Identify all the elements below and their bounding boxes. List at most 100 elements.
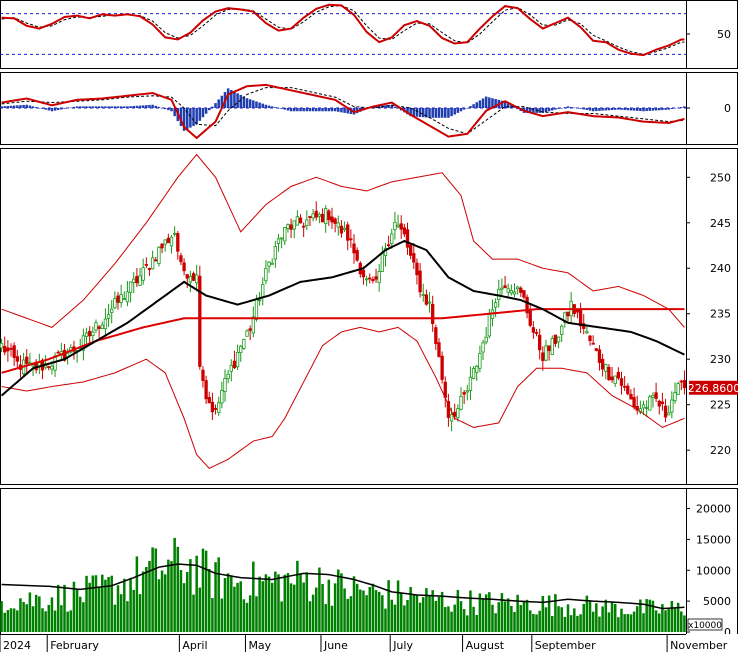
volume-bar: [657, 613, 661, 632]
macd-histogram-bar: [154, 105, 158, 108]
volume-bar: [56, 584, 60, 632]
volume-bar: [355, 583, 359, 632]
macd-histogram-bar: [560, 108, 563, 109]
month-label: November: [670, 639, 728, 652]
volume-bar: [384, 608, 387, 632]
macd-histogram-bar: [217, 99, 220, 108]
candle-up: [264, 267, 268, 282]
macd-histogram-bar: [201, 108, 205, 118]
candle-up: [676, 383, 680, 395]
candle-down: [431, 303, 435, 325]
macd-histogram-bar: [311, 108, 315, 112]
candle-down: [355, 250, 359, 261]
macd-histogram-bar: [566, 106, 570, 108]
candle-down: [232, 360, 237, 369]
candle-up: [311, 213, 315, 219]
candle-down: [434, 327, 438, 345]
macd-histogram-bar: [387, 105, 390, 108]
macd-histogram-bar: [604, 108, 608, 111]
volume-bar: [648, 599, 652, 632]
macd-histogram-bar: [431, 108, 434, 118]
volume-bar: [296, 560, 299, 632]
candle-down: [632, 397, 636, 408]
candle-down: [308, 216, 312, 218]
macd-histogram-bar: [85, 106, 88, 108]
macd-histogram-bar: [406, 108, 409, 115]
macd-signal-line: [1, 87, 685, 135]
macd-histogram-bar: [629, 108, 633, 111]
macd-histogram-bar: [598, 108, 601, 111]
moving-average-short: [0, 239, 685, 397]
macd-histogram-bar: [343, 108, 346, 113]
volume-bar: [223, 578, 227, 632]
volume-bar: [236, 582, 239, 632]
volume-bar: [198, 587, 202, 632]
candle-down: [462, 392, 466, 395]
volume-bar: [440, 591, 444, 632]
candle-down: [619, 378, 624, 386]
candle-down: [629, 393, 633, 400]
macd-histogram-bar: [544, 108, 548, 113]
volume-bar: [299, 573, 302, 632]
candle-up: [279, 237, 284, 240]
candle-down: [610, 376, 614, 381]
volume-bar: [82, 602, 85, 632]
macd-tick-label: 0: [724, 102, 731, 115]
candle-down: [176, 233, 180, 252]
candle-down: [553, 334, 558, 344]
macd-histogram-bar: [610, 108, 614, 111]
volume-bar: [226, 573, 230, 632]
macd-histogram-bar: [132, 105, 135, 108]
candle-up: [648, 396, 652, 411]
macd-histogram-bar: [16, 105, 19, 108]
macd-histogram-bar: [453, 108, 456, 115]
candle-down: [374, 276, 378, 280]
volume-bar: [500, 593, 504, 632]
volume-bar: [620, 608, 623, 632]
volume-bar: [302, 582, 305, 632]
volume-bar: [610, 601, 614, 632]
volume-bar: [53, 610, 57, 632]
volume-bar: [163, 574, 167, 632]
candle-up: [493, 302, 498, 308]
candle-down: [541, 352, 545, 361]
candle-down: [440, 355, 444, 380]
candle-up: [449, 414, 454, 422]
volume-bar: [50, 597, 54, 632]
candle-down: [453, 411, 457, 417]
volume-bar: [503, 601, 507, 632]
volume-bar: [204, 550, 208, 632]
volume-bar: [510, 605, 513, 632]
volume-bar: [456, 589, 460, 632]
volume-bar: [421, 597, 425, 632]
macd-histogram-bar: [648, 108, 652, 111]
price-tick-label: 235: [710, 308, 731, 321]
candle-down: [361, 269, 366, 278]
candle-up: [150, 257, 155, 270]
macd-histogram-bar: [179, 108, 183, 126]
volume-bar: [311, 594, 315, 632]
month-label: 2024: [3, 639, 31, 652]
volume-bar: [472, 606, 475, 632]
volume-bar: [91, 575, 95, 632]
macd-histogram-bar: [53, 108, 57, 111]
macd-histogram-bar: [252, 100, 255, 108]
macd-histogram-bar: [513, 107, 516, 108]
macd-histogram-bar: [50, 108, 54, 112]
candle-up: [261, 284, 265, 299]
macd-histogram-bar: [642, 108, 645, 112]
candle-down: [135, 276, 139, 284]
macd-histogram-bar: [607, 108, 611, 111]
macd-histogram-bar: [415, 108, 419, 117]
candle-down: [386, 244, 391, 247]
macd-histogram-bar: [680, 107, 683, 108]
candle-up: [509, 290, 514, 294]
macd-histogram-bar: [500, 100, 504, 108]
macd-histogram-bar: [374, 106, 378, 108]
volume-bar: [230, 576, 233, 632]
macd-histogram-bar: [75, 106, 79, 108]
candle-down: [405, 229, 410, 248]
macd-histogram-bar: [632, 108, 636, 111]
macd-histogram-bar: [409, 108, 412, 117]
